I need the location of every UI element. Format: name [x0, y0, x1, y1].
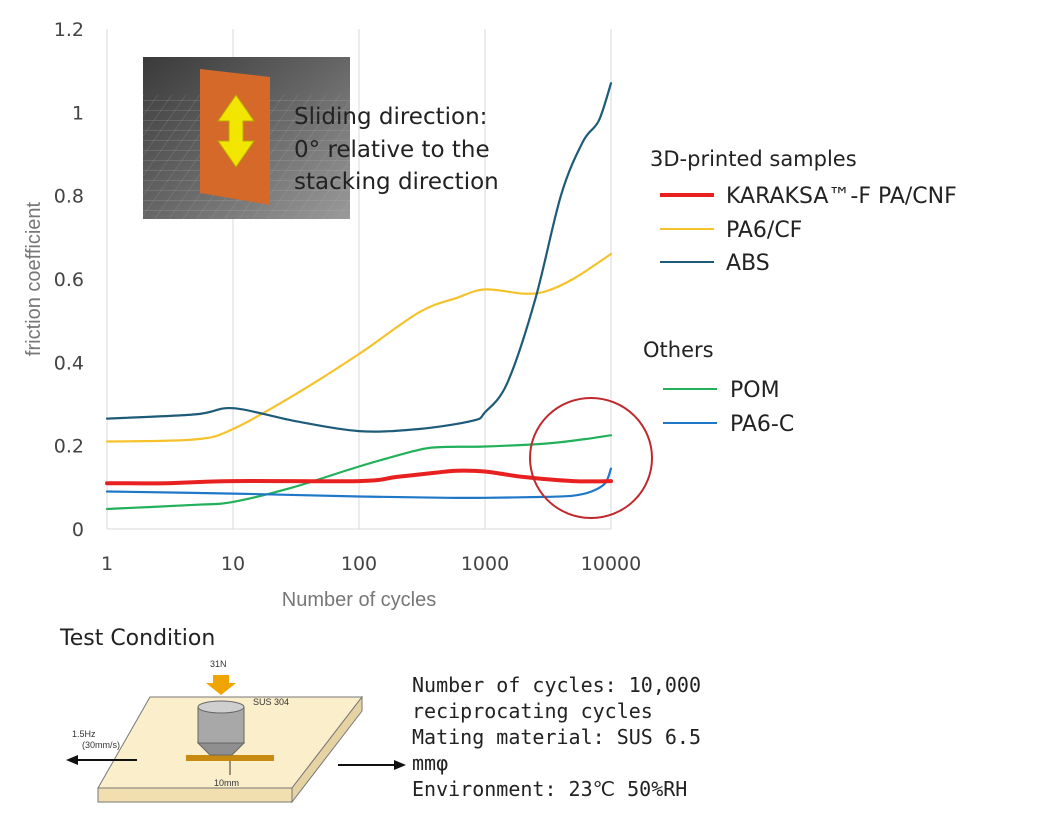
x-tick-labels: 1 10 100 1000 10000	[101, 553, 641, 575]
double-arrow-icon	[217, 94, 255, 168]
sample-strip	[186, 755, 274, 761]
y-tick-6: 1.2	[54, 19, 84, 41]
x-tick-2: 100	[341, 553, 377, 575]
inset-illustration	[143, 57, 350, 219]
legend-label-pa6c: PA6-C	[730, 412, 794, 437]
legend: 3D-printed samples KARAKSA™-F PA/CNF PA6…	[643, 147, 957, 437]
series-line-0	[105, 468, 613, 486]
y-tick-5: 1	[72, 102, 84, 124]
pointer-arrow-right-icon	[338, 760, 406, 770]
condition-line-5: Environment: 23℃ 50%RH	[412, 777, 688, 801]
x-tick-0: 1	[101, 553, 113, 575]
highlight-circle	[529, 397, 653, 519]
test-condition-details: Number of cycles: 10,000 reciprocating c…	[412, 672, 701, 802]
y-tick-1: 0.2	[54, 436, 84, 458]
condition-line-4: mmφ	[412, 751, 449, 775]
x-tick-1: 10	[221, 553, 245, 575]
direction-arrow-left-icon	[66, 755, 137, 765]
inset-line-3: stacking direction	[294, 169, 499, 195]
x-tick-4: 10000	[581, 553, 641, 575]
legend-group-2-title: Others	[643, 338, 714, 362]
legend-group-1-title: 3D-printed samples	[650, 147, 857, 171]
test-condition-title: Test Condition	[60, 626, 216, 651]
inset-line-2: 0° relative to the	[294, 137, 490, 163]
y-tick-2: 0.4	[54, 352, 84, 374]
inset-line-1: Sliding direction:	[294, 104, 487, 130]
stroke-label: 10mm	[214, 778, 239, 788]
series-line-3	[105, 434, 613, 511]
speed-label-2: (30mm/s)	[82, 740, 120, 750]
base-plate-front	[97, 787, 293, 803]
pin-label: SUS 304	[253, 697, 289, 707]
data-series	[105, 82, 613, 511]
speed-label-1: 1.5Hz	[72, 729, 96, 739]
y-tick-3: 0.6	[54, 269, 84, 291]
x-axis-title: Number of cycles	[282, 589, 437, 611]
y-tick-0: 0	[72, 519, 84, 541]
condition-line-2: reciprocating cycles	[412, 699, 653, 723]
legend-label-abs: ABS	[726, 251, 770, 276]
series-line-1	[105, 252, 613, 443]
legend-label-pa6cf: PA6/CF	[726, 218, 802, 243]
load-arrow-icon	[206, 675, 236, 695]
y-tick-labels: 0 0.2 0.4 0.6 0.8 1 1.2	[54, 19, 84, 541]
test-apparatus-diagram: 10mm 31N SUS 304 1.5Hz (30mm/s)	[66, 659, 406, 804]
legend-label-karaksa: KARAKSA™-F PA/CNF	[726, 184, 957, 209]
sus-pin	[196, 700, 246, 756]
x-tick-3: 1000	[461, 553, 509, 575]
y-tick-4: 0.8	[54, 186, 84, 208]
condition-line-3: Mating material: SUS 6.5	[412, 725, 701, 749]
series-line-2	[105, 82, 613, 433]
y-axis-title: friction coefficient	[23, 201, 45, 356]
condition-line-1: Number of cycles: 10,000	[412, 673, 701, 697]
load-label: 31N	[210, 659, 227, 669]
series-line-4	[105, 467, 613, 500]
legend-label-pom: POM	[730, 378, 780, 403]
